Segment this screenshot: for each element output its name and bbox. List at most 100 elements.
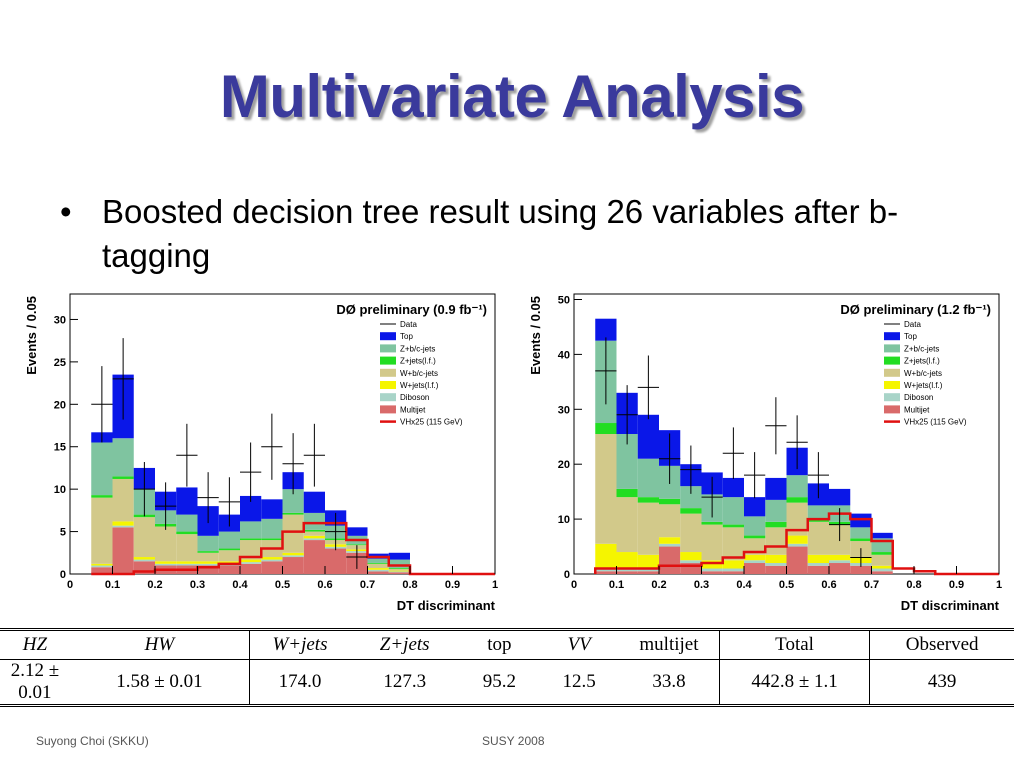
col-zjets-header: Z+jets	[349, 628, 460, 660]
bar-w-jets-l-f-	[595, 543, 617, 569]
bar-z-jets-l-f-	[659, 498, 681, 505]
bar-top	[595, 318, 617, 341]
bar-w-b-c-jets	[595, 434, 617, 544]
y-tick-label: 25	[54, 357, 66, 369]
bar-z-jets-l-f-	[850, 538, 872, 542]
bar-z-b-c-jets	[637, 458, 659, 498]
data-point	[155, 482, 177, 530]
bar-multijet	[112, 527, 134, 574]
legend-label: Top	[400, 332, 413, 341]
data-point	[91, 366, 113, 443]
bar-w-jets-l-f-	[218, 561, 240, 564]
data-point	[722, 427, 744, 480]
bar-w-jets-l-f-	[240, 559, 262, 563]
bar-w-b-c-jets	[197, 552, 219, 562]
bar-w-b-c-jets	[807, 521, 829, 555]
bar-w-b-c-jets	[176, 534, 198, 562]
bar-w-jets-l-f-	[722, 560, 744, 569]
bar-z-jets-l-f-	[367, 562, 389, 564]
legend-label: W+jets(l.f.)	[904, 381, 943, 390]
histogram-right: 0 10 20 30 40 50 0 0.1 0.2 0.3 0.4 0.5 0.6 0.7 0.8 0.9 1…	[524, 288, 1014, 618]
bar-diboson	[744, 560, 766, 564]
data-point	[786, 415, 808, 470]
bar-w-jets-l-f-	[197, 561, 219, 564]
cell-wjets: 174.0	[249, 659, 350, 707]
bar-w-b-c-jets	[218, 550, 240, 562]
bar-z-jets-l-f-	[786, 497, 808, 503]
data-point	[176, 423, 198, 487]
bar-z-jets-l-f-	[91, 495, 113, 498]
data-point	[807, 452, 829, 499]
col-multijet-header: multijet	[619, 628, 720, 660]
x-tick-label: 0.3	[694, 579, 709, 591]
data-point	[616, 385, 638, 445]
bar-diboson	[680, 560, 702, 564]
bar-top	[765, 477, 787, 500]
legend-label: Diboson	[400, 393, 429, 402]
bar-diboson	[616, 568, 638, 572]
x-tick-label: 0.1	[609, 579, 624, 591]
bar-diboson	[722, 568, 744, 572]
legend-label: W+jets(l.f.)	[400, 381, 439, 390]
y-tick-label: 0	[564, 569, 570, 581]
bar-top	[261, 499, 283, 519]
data-point	[133, 462, 155, 517]
data-point	[595, 337, 617, 405]
bar-top	[850, 513, 872, 528]
bar-z-b-c-jets	[388, 559, 410, 569]
x-tick-label: 0.5	[779, 579, 794, 591]
data-point	[850, 548, 872, 567]
bar-multijet	[218, 565, 240, 574]
bar-z-jets-l-f-	[176, 531, 198, 535]
legend-label: Top	[904, 332, 917, 341]
legend-label: Data	[904, 320, 921, 329]
legend-label: VHx25 (115 GeV)	[400, 418, 463, 427]
bar-w-b-c-jets	[112, 478, 134, 522]
bar-top	[240, 495, 262, 522]
x-tick-label: 0.2	[147, 579, 162, 591]
bar-z-b-c-jets	[218, 531, 240, 549]
bar-w-jets-l-f-	[659, 537, 681, 544]
x-axis-label: DT discriminant	[901, 598, 1000, 613]
bar-multijet	[282, 557, 304, 574]
legend-label: Z+b/c-jets	[904, 344, 939, 353]
bar-top	[303, 491, 325, 513]
bar-w-b-c-jets	[871, 554, 893, 566]
bar-multijet	[91, 567, 113, 574]
x-tick-label: 0.1	[105, 579, 120, 591]
legend-label: VHx25 (115 GeV)	[904, 418, 967, 427]
bar-z-jets-l-f-	[346, 544, 368, 546]
x-tick-label: 1	[492, 579, 498, 591]
bar-w-b-c-jets	[367, 563, 389, 569]
bar-diboson	[367, 569, 389, 572]
bar-z-b-c-jets	[680, 486, 702, 509]
y-tick-label: 5	[60, 527, 66, 539]
data-point	[240, 442, 262, 502]
y-tick-label: 20	[54, 399, 66, 411]
bar-z-jets-l-f-	[595, 423, 617, 434]
bar-w-b-c-jets	[133, 517, 155, 558]
y-tick-label: 50	[558, 294, 570, 306]
bar-z-jets-l-f-	[744, 535, 766, 539]
bar-w-b-c-jets	[765, 527, 787, 555]
legend-label: Z+jets(l.f.)	[904, 357, 940, 366]
x-tick-label: 0.3	[190, 579, 205, 591]
legend-swatch	[884, 344, 900, 353]
legend-label: Diboson	[904, 393, 933, 402]
bar-z-b-c-jets	[240, 521, 262, 539]
y-tick-label: 10	[54, 484, 66, 496]
bar-w-jets-l-f-	[91, 563, 113, 566]
y-tick-label: 10	[558, 514, 570, 526]
col-wjets-header: W+jets	[249, 628, 350, 660]
bar-diboson	[786, 543, 808, 547]
cell-observed: 439	[869, 659, 1014, 707]
x-tick-label: 0.4	[232, 579, 248, 591]
bar-z-jets-l-f-	[637, 497, 659, 503]
legend-swatch	[884, 332, 900, 341]
bar-diboson	[595, 568, 617, 572]
x-tick-label: 0.6	[821, 579, 836, 591]
bar-multijet	[722, 571, 744, 574]
legend-swatch	[380, 405, 396, 414]
bar-diboson	[659, 543, 681, 547]
legend-swatch	[380, 344, 396, 353]
